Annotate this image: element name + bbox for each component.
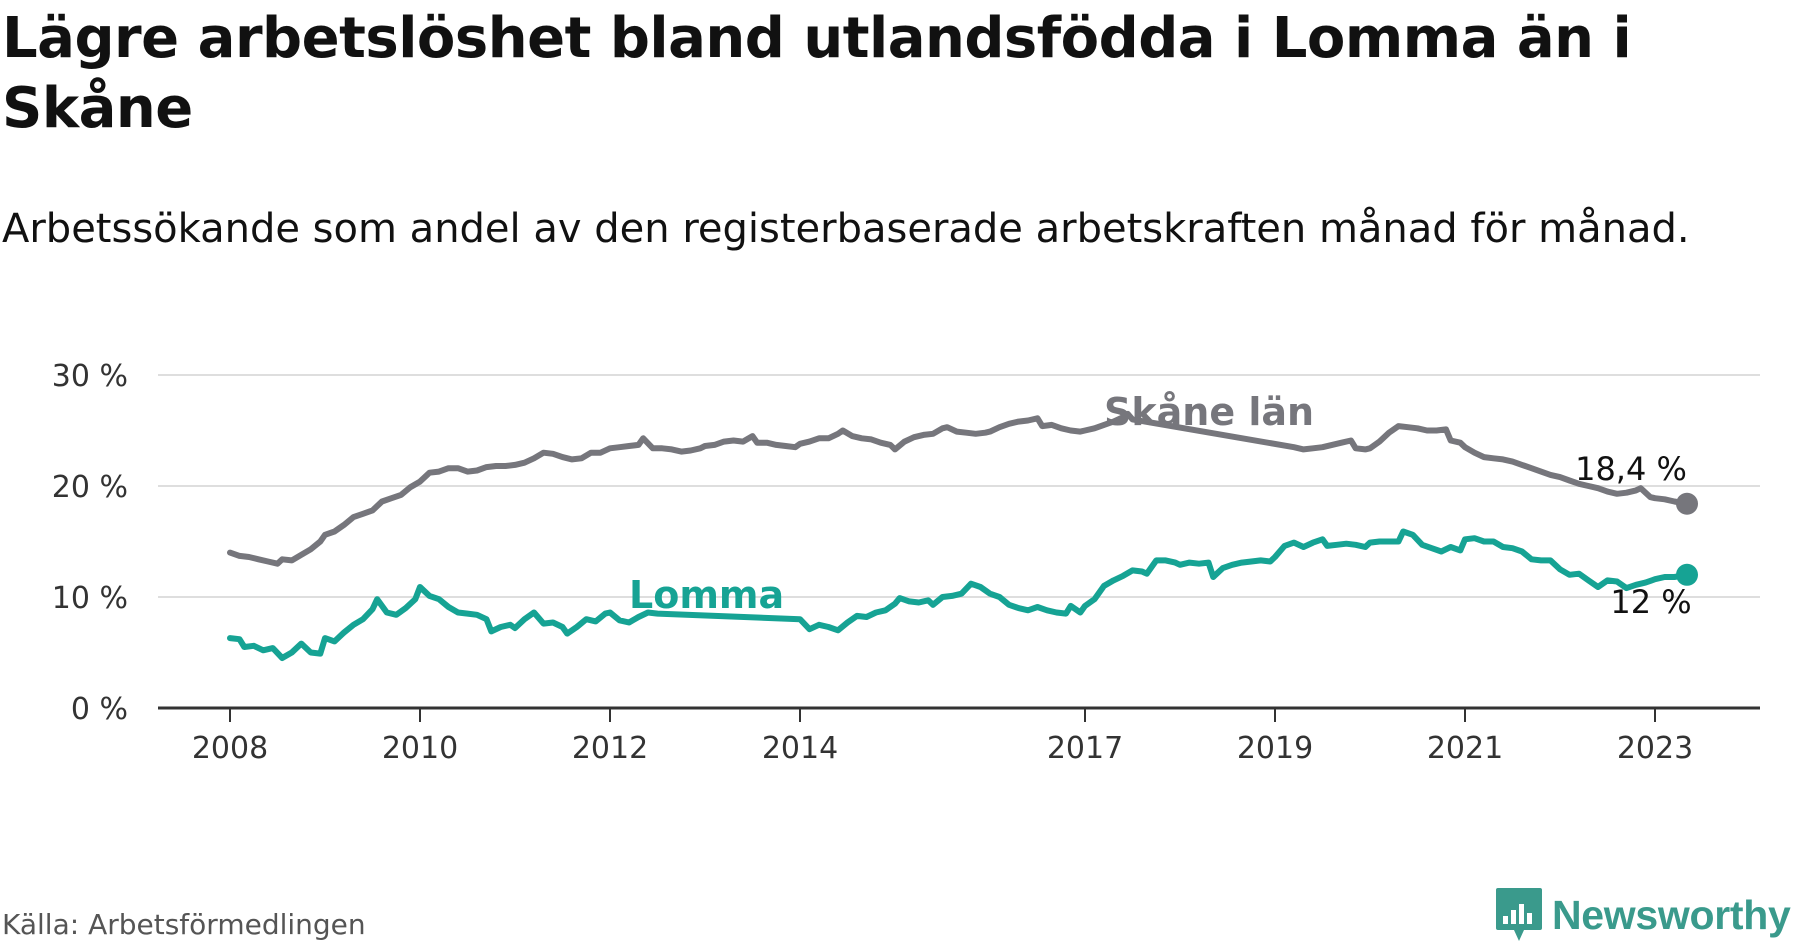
series-labels: 18,4 % Skåne län 12 % Lomma — [629, 390, 1692, 621]
series-line-skane — [227, 410, 1690, 567]
chart-subtitle: Arbetssökande som andel av den registerb… — [2, 206, 1690, 252]
end-point-lomma — [1676, 563, 1698, 586]
chart-title: Lägre arbetslöshet bland utlandsfödda i … — [2, 6, 1632, 141]
y-tick-label: 10 % — [52, 581, 128, 616]
x-tick-label: 2008 — [192, 731, 268, 766]
series-lines — [227, 410, 1698, 661]
end-value-label: 12 % — [1610, 583, 1691, 621]
x-tick-label: 2010 — [382, 731, 458, 766]
brand-name: Newsworthy — [1552, 891, 1791, 938]
x-tick-label: 2014 — [762, 731, 838, 766]
y-axis-ticks: 0 % 10 % 20 % 30 % — [52, 359, 128, 727]
source-note: Källa: Arbetsförmedlingen — [2, 908, 366, 941]
y-tick-label: 30 % — [52, 359, 128, 394]
x-tick-label: 2023 — [1617, 731, 1693, 766]
series-line-lomma — [227, 528, 1690, 661]
x-tick-label: 2017 — [1047, 731, 1123, 766]
y-tick-label: 20 % — [52, 470, 128, 505]
x-tick-label: 2012 — [572, 731, 648, 766]
x-tick-label: 2021 — [1427, 731, 1503, 766]
x-axis-ticks: 2008 2010 2012 2014 2017 2019 2021 2023 — [192, 708, 1693, 766]
x-tick-label: 2019 — [1237, 731, 1313, 766]
end-value-label: 18,4 % — [1575, 450, 1687, 488]
gridlines — [158, 374, 1760, 598]
series-name-label: Skåne län — [1104, 390, 1314, 434]
series-name-label: Lomma — [629, 573, 784, 617]
newsworthy-logo[interactable]: Newsworthy — [1494, 886, 1791, 944]
y-tick-label: 0 % — [71, 692, 128, 727]
end-point-skane — [1676, 492, 1698, 515]
newsworthy-logo-icon — [1496, 888, 1542, 941]
